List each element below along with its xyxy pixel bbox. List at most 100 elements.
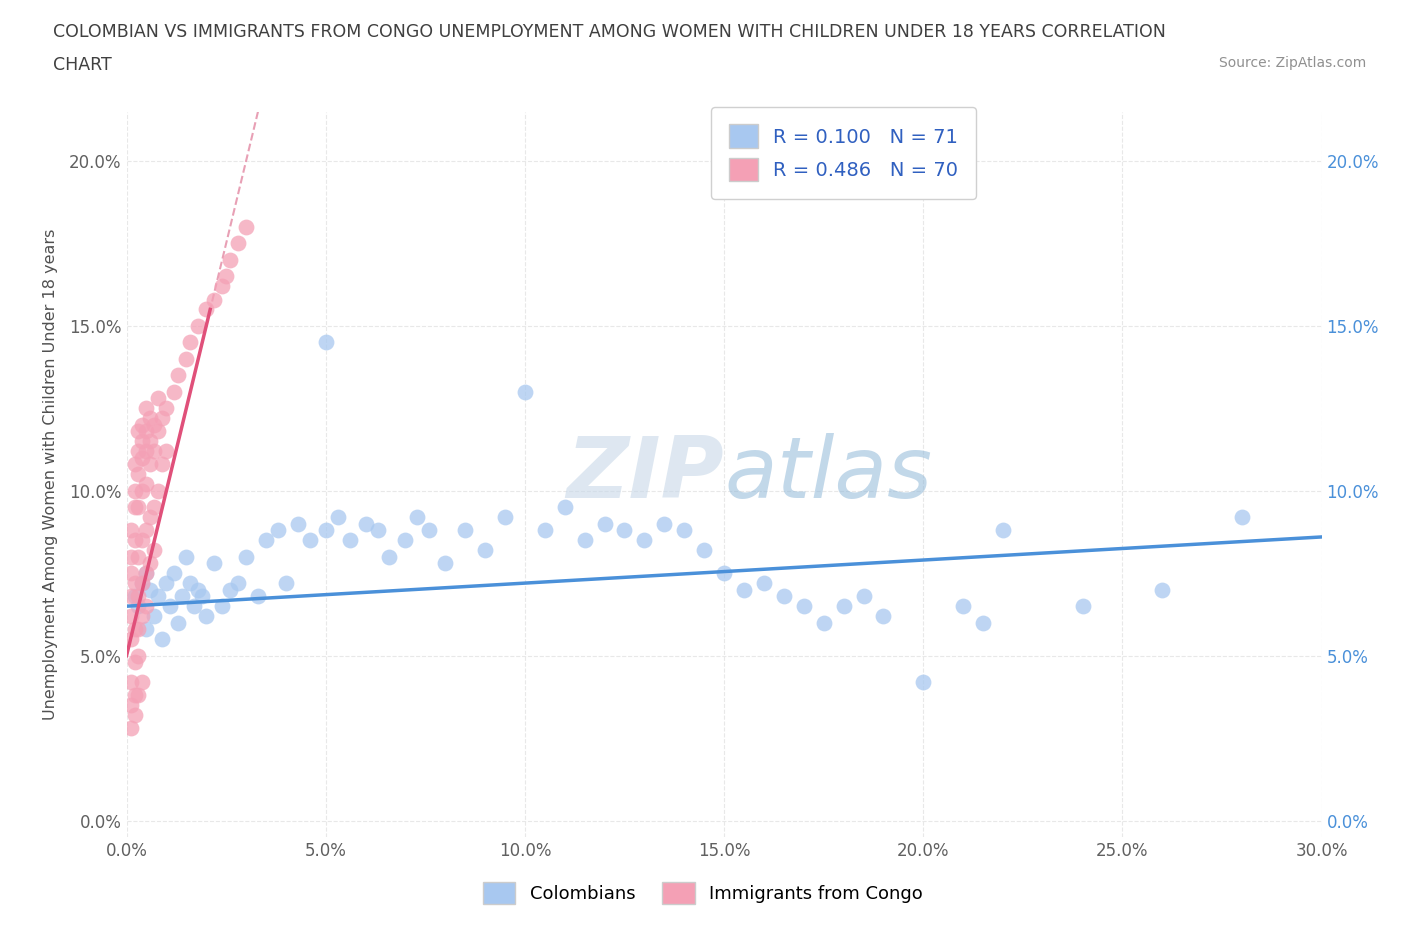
Point <box>912 674 935 689</box>
Point <box>120 631 142 646</box>
Point <box>339 533 361 548</box>
Point <box>131 418 153 432</box>
Point <box>135 599 157 614</box>
Point <box>131 484 153 498</box>
Point <box>633 533 655 548</box>
Point <box>533 523 555 538</box>
Text: atlas: atlas <box>724 432 932 516</box>
Point <box>139 510 162 525</box>
Point <box>159 599 181 614</box>
Point <box>131 450 153 465</box>
Point <box>247 589 270 604</box>
Point <box>131 674 153 689</box>
Point <box>127 467 149 482</box>
Point <box>574 533 596 548</box>
Point <box>274 576 297 591</box>
Y-axis label: Unemployment Among Women with Children Under 18 years: Unemployment Among Women with Children U… <box>44 229 58 720</box>
Point <box>167 368 190 383</box>
Point <box>267 523 290 538</box>
Point <box>131 608 153 623</box>
Point <box>124 499 146 514</box>
Point <box>174 352 197 366</box>
Point <box>120 721 142 736</box>
Point <box>733 582 755 597</box>
Point <box>148 424 170 439</box>
Point <box>713 565 735 580</box>
Point <box>191 589 214 604</box>
Point <box>163 565 186 580</box>
Point <box>127 550 149 565</box>
Point <box>143 543 166 558</box>
Point <box>593 516 616 531</box>
Point <box>135 401 157 416</box>
Point <box>394 533 416 548</box>
Point <box>150 631 174 646</box>
Point <box>235 550 257 565</box>
Point <box>139 582 162 597</box>
Point <box>652 516 675 531</box>
Point <box>124 708 146 723</box>
Point <box>127 444 149 458</box>
Point <box>673 523 696 538</box>
Point <box>120 674 142 689</box>
Point <box>131 576 153 591</box>
Point <box>773 589 796 604</box>
Point <box>406 510 429 525</box>
Text: COLOMBIAN VS IMMIGRANTS FROM CONGO UNEMPLOYMENT AMONG WOMEN WITH CHILDREN UNDER : COLOMBIAN VS IMMIGRANTS FROM CONGO UNEMP… <box>53 23 1167 41</box>
Point <box>215 269 238 284</box>
Point <box>326 510 349 525</box>
Point <box>143 608 166 623</box>
Point <box>418 523 440 538</box>
Point <box>120 608 142 623</box>
Point <box>120 565 142 580</box>
Point <box>155 444 177 458</box>
Point <box>298 533 321 548</box>
Point <box>183 599 205 614</box>
Point <box>187 582 209 597</box>
Point <box>124 688 146 703</box>
Point <box>127 688 149 703</box>
Point <box>972 616 994 631</box>
Point <box>155 576 177 591</box>
Point <box>752 576 775 591</box>
Point <box>148 484 170 498</box>
Point <box>366 523 388 538</box>
Point <box>813 616 835 631</box>
Point <box>1071 599 1094 614</box>
Point <box>1230 510 1253 525</box>
Point <box>135 424 157 439</box>
Point <box>219 582 242 597</box>
Point <box>148 589 170 604</box>
Point <box>124 533 146 548</box>
Point <box>155 401 177 416</box>
Point <box>148 391 170 405</box>
Point <box>139 411 162 426</box>
Point <box>127 589 149 604</box>
Point <box>554 499 576 514</box>
Point <box>832 599 855 614</box>
Point <box>120 589 142 604</box>
Point <box>135 565 157 580</box>
Point <box>139 434 162 449</box>
Point <box>139 457 162 472</box>
Legend: R = 0.100   N = 71, R = 0.486   N = 70: R = 0.100 N = 71, R = 0.486 N = 70 <box>711 107 976 199</box>
Point <box>167 616 190 631</box>
Point <box>852 589 875 604</box>
Point <box>174 550 197 565</box>
Point <box>143 499 166 514</box>
Point <box>195 302 218 317</box>
Text: Source: ZipAtlas.com: Source: ZipAtlas.com <box>1219 56 1367 70</box>
Point <box>354 516 377 531</box>
Point <box>211 599 233 614</box>
Point <box>991 523 1014 538</box>
Point <box>179 576 201 591</box>
Point <box>613 523 636 538</box>
Point <box>202 556 225 571</box>
Point <box>124 622 146 637</box>
Point <box>172 589 194 604</box>
Point <box>434 556 457 571</box>
Point <box>226 576 249 591</box>
Point <box>287 516 309 531</box>
Point <box>135 444 157 458</box>
Point <box>124 484 146 498</box>
